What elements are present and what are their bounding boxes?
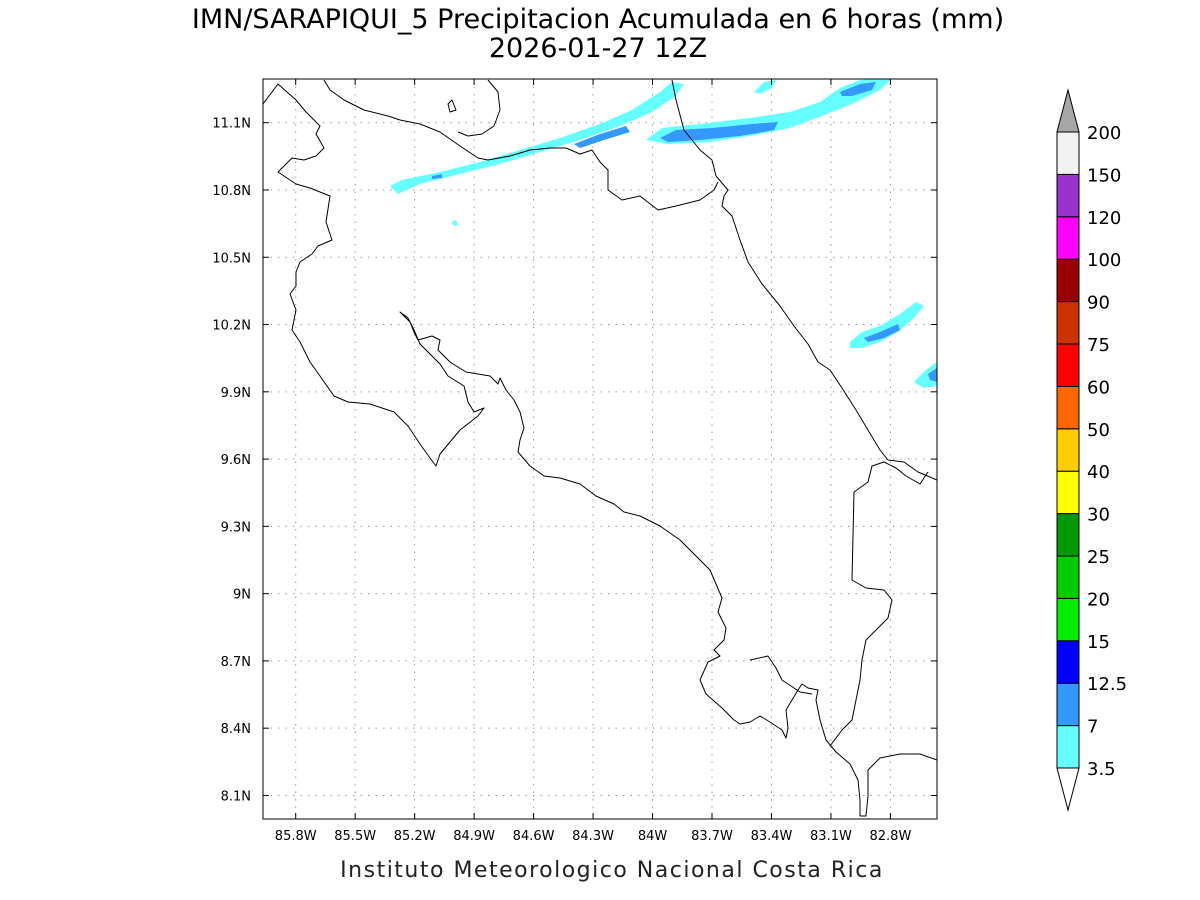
colorbar-level-label: 120 xyxy=(1087,208,1121,229)
precip-core-caribbean-2 xyxy=(928,368,937,382)
colorbar-segment xyxy=(1056,597,1080,642)
precip-cell-caribbean-2 xyxy=(914,362,937,388)
latitude-tick-label: 8.7N xyxy=(221,655,251,670)
latitude-tick-label: 10.5N xyxy=(212,251,251,266)
precip-cell-north-top xyxy=(754,80,776,94)
longitude-tick-label: 85.2W xyxy=(394,829,436,844)
precip-core-north-east-2 xyxy=(840,82,876,96)
latitude-tick-label: 10.2N xyxy=(212,319,251,334)
colorbar-level-label: 7 xyxy=(1087,717,1098,738)
caribbean-coastline xyxy=(671,79,937,481)
map-subtitle-date: 2026-01-27 12Z xyxy=(489,33,707,64)
colorbar-segment xyxy=(1056,513,1080,557)
longitude-labels: 85.8W 85.5W 85.2W 84.9W 84.6W 84.3W 84W 83.7W 83… xyxy=(275,829,912,844)
colorbar-segment xyxy=(1056,301,1080,345)
latitude-labels: 11.1N 10.8N 10.5N 10.2N 9.9N 9.6N 9.3N 9N 8.7N 8.… xyxy=(212,117,251,805)
latitude-tick-label: 8.1N xyxy=(221,789,251,804)
colorbar-level-label: 150 xyxy=(1087,165,1121,186)
longitude-tick-label: 84.6W xyxy=(513,829,555,844)
colorbar-level-label: 30 xyxy=(1087,505,1110,526)
pacific-coastline xyxy=(263,83,937,817)
latitude-tick-label: 9N xyxy=(233,588,251,603)
longitude-tick-label: 85.8W xyxy=(275,829,317,844)
colorbar-segment xyxy=(1056,555,1080,599)
precip-cell-north-west-small xyxy=(432,174,442,179)
precip-band-north-east xyxy=(646,79,892,144)
longitude-tick-label: 83.4W xyxy=(751,829,793,844)
colorbar-under-triangle xyxy=(1056,767,1080,812)
colorbar-segment xyxy=(1056,385,1080,430)
colorbar-segment xyxy=(1056,216,1080,260)
longitude-tick-label: 82.8W xyxy=(870,829,912,844)
colorbar-segment xyxy=(1056,173,1080,218)
lake-nicaragua-shore xyxy=(323,79,489,161)
latitude-tick-label: 11.1N xyxy=(212,117,251,132)
latitude-tick-label: 9.6N xyxy=(221,453,251,468)
colorbar-level-label: 60 xyxy=(1087,377,1110,398)
colorbar-segment xyxy=(1056,640,1080,684)
colorbar-segment xyxy=(1056,343,1080,387)
longitude-tick-label: 84.9W xyxy=(453,829,495,844)
lake-nicaragua-east-shore xyxy=(457,79,501,137)
longitude-tick-label: 85.5W xyxy=(334,829,376,844)
colorbar-level-label: 3.5 xyxy=(1087,759,1116,780)
colorbar-over-triangle xyxy=(1056,88,1080,133)
colorbar-segment xyxy=(1056,428,1080,472)
latitude-tick-label: 8.4N xyxy=(221,722,251,737)
lake-island xyxy=(447,99,457,113)
colorbar-segment xyxy=(1056,725,1080,769)
map-area xyxy=(262,78,938,820)
longitude-tick-label: 83.1W xyxy=(810,829,852,844)
colorbar-labels: 3.5 7 12.5 15 20 25 30 40 50 60 75 90 100 120 150 200 xyxy=(1087,123,1127,780)
colorbar xyxy=(1056,88,1080,812)
costa-rica-panama-border xyxy=(829,461,929,747)
colorbar-level-label: 50 xyxy=(1087,420,1110,441)
map-frame xyxy=(262,78,938,820)
golfo-dulce-coastline xyxy=(749,655,813,695)
precip-core-caribbean-1 xyxy=(864,324,900,342)
colorbar-level-label: 75 xyxy=(1087,335,1110,356)
colorbar-segment xyxy=(1056,258,1080,303)
map-background xyxy=(263,79,937,819)
footer-credit: Instituto Meteorologico Nacional Costa R… xyxy=(340,858,884,883)
precip-core-north-west xyxy=(574,126,630,148)
longitude-tick-label: 84W xyxy=(638,829,668,844)
colorbar-level-label: 100 xyxy=(1087,250,1121,271)
colorbar-level-label: 15 xyxy=(1087,632,1110,653)
colorbar-level-label: 25 xyxy=(1087,547,1110,568)
longitude-tick-label: 84.3W xyxy=(572,829,614,844)
nicaragua-costa-rica-border xyxy=(487,147,719,211)
colorbar-level-label: 40 xyxy=(1087,462,1110,483)
colorbar-segment xyxy=(1056,470,1080,515)
colorbar-level-label: 200 xyxy=(1087,123,1121,144)
coastlines xyxy=(263,79,937,817)
colorbar-level-label: 12.5 xyxy=(1087,674,1127,695)
colorbar-segment xyxy=(1056,131,1080,175)
latitude-tick-label: 9.3N xyxy=(221,520,251,535)
map-title: IMN/SARAPIQUI_5 Precipitacion Acumulada … xyxy=(192,4,1004,35)
colorbar-level-label: 20 xyxy=(1087,589,1110,610)
colorbar-level-label: 90 xyxy=(1087,293,1110,314)
colorbar-segment xyxy=(1056,682,1080,727)
precip-cell-interior xyxy=(452,220,458,226)
latitude-tick-label: 9.9N xyxy=(221,386,251,401)
precip-band-north-west xyxy=(390,82,684,194)
axis-ticks xyxy=(263,79,937,819)
longitude-tick-label: 83.7W xyxy=(691,829,733,844)
latitude-tick-label: 10.8N xyxy=(212,184,251,199)
